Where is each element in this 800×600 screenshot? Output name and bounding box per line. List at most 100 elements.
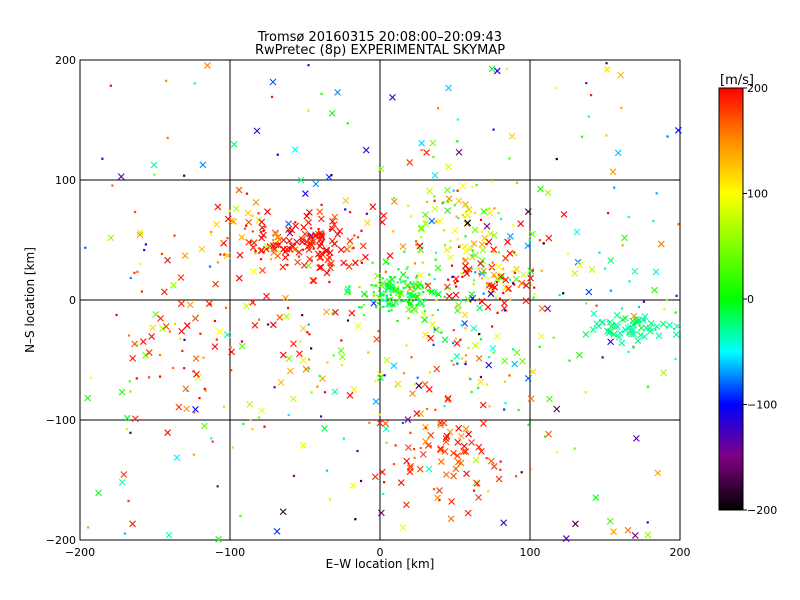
data-point-cross [213,221,221,228]
data-point-dot [231,446,234,449]
data-point-cross [389,93,396,101]
data-point-cross [334,88,342,96]
data-point-cross [204,62,211,69]
data-point-dot [346,122,349,125]
data-point-cross [436,217,444,225]
data-point-dot [508,289,511,293]
data-point-cross [299,442,307,449]
data-point-dot [463,216,466,219]
data-point-cross [462,425,470,433]
data-point-cross [299,325,307,332]
data-point-cross [495,475,503,483]
data-point-dot [382,492,385,495]
data-point-dot [508,278,512,281]
data-point-cross [618,339,626,347]
data-point-cross [471,226,479,234]
data-point-dot [332,354,335,357]
data-point-dot [408,285,411,288]
data-point-cross [451,227,459,234]
data-point-dot [377,296,380,300]
data-point-dot [160,252,164,256]
data-point-cross [352,259,359,267]
data-point-dot [527,423,530,426]
data-point-cross [378,468,386,476]
data-point-cross [504,238,511,246]
data-point-cross [445,163,452,171]
data-point-dot [511,251,514,254]
data-point-cross [413,410,421,417]
data-point-dot [520,471,523,474]
data-point-dot [385,294,388,297]
data-point-dot [460,272,463,275]
data-point-dot [394,444,397,447]
data-point-cross [223,252,231,260]
colorbar-unit-label: [m/s] [720,73,754,88]
data-point-dot [419,446,422,450]
data-point-dot [409,281,412,284]
data-point-cross [230,218,237,225]
data-point-dot [499,460,502,463]
data-point-cross [437,446,445,454]
data-point-dot [204,389,207,392]
colorbar-tick-label: 100 [747,188,768,201]
chart-title: Tromsø 20160315 20:08:00–20:09:43 [257,30,502,45]
data-point-cross [615,333,623,341]
data-point-dot [491,180,494,183]
data-point-dot [223,253,226,256]
data-point-cross [191,314,199,322]
data-point-dot [374,380,377,383]
data-point-cross [637,324,645,332]
data-point-dot [496,311,499,314]
data-point-dot [377,330,380,333]
data-point-cross [445,195,453,203]
data-point-cross [464,219,472,227]
data-point-cross [316,264,323,272]
x-axis-label: E–W location [km] [326,557,435,571]
axis-ticks: −200 −100 0 100 200 −200 −100 0 100 200 [46,54,691,559]
data-point-cross [527,267,535,275]
data-point-dot [499,217,503,221]
data-point-dot [123,532,126,535]
data-point-cross [495,263,502,270]
data-point-cross [424,442,432,449]
data-point-cross [418,139,426,147]
colorbar-ticks: 200 100 0 −100 −200 [743,82,777,517]
data-point-dot [637,322,641,325]
data-point-dot [398,291,401,295]
y-axis-label: N–S location [km] [23,247,37,353]
data-point-dot [442,201,445,204]
data-point-dot [360,229,363,232]
data-point-dot [456,238,459,241]
data-point-dot [249,240,252,244]
data-point-dot [469,378,472,381]
data-point-cross [637,331,644,339]
data-point-dot [449,240,452,243]
data-point-dot [471,254,474,257]
data-point-cross [271,229,279,237]
data-point-cross [428,217,436,225]
data-point-dot [504,402,507,405]
data-point-cross [475,494,482,501]
data-point-dot [352,246,355,250]
data-point-dot [202,356,205,359]
data-point-dot [392,230,395,233]
data-point-cross [630,326,637,334]
data-point-dot [470,267,473,270]
data-point-cross [674,127,682,134]
data-point-cross [334,231,342,238]
data-point-dot [87,526,90,529]
data-point-cross [282,294,289,302]
data-point-cross [461,311,469,319]
data-point-dot [642,300,646,303]
data-point-dot [224,306,228,309]
data-point-dot [450,264,454,267]
data-point-dot [477,267,480,270]
data-point-cross [258,224,266,232]
data-point-dot [443,404,446,408]
data-point-cross [216,328,224,335]
data-point-cross [473,479,481,487]
data-point-cross [453,352,461,360]
data-point-dot [491,266,494,270]
data-point-dot [433,277,436,281]
data-point-cross [472,342,479,350]
